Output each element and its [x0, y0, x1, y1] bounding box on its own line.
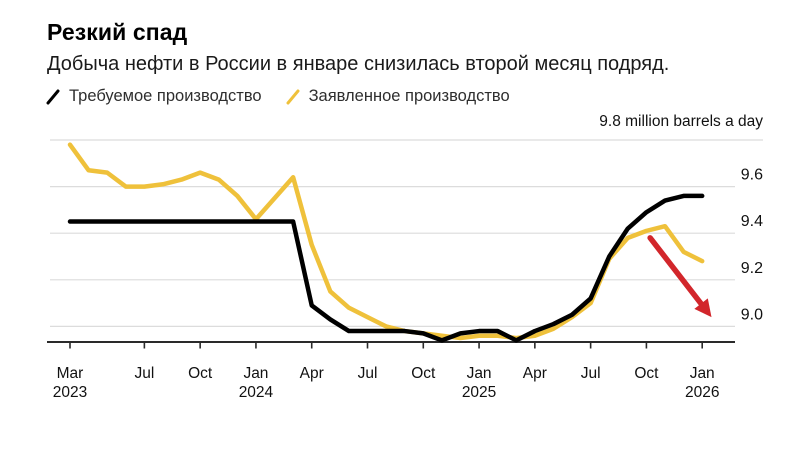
legend-item-required: Требуемое производство — [46, 87, 262, 106]
y-axis-unit-label: 9.8 million barrels a day — [599, 113, 763, 130]
x-tick-month-label: Jul — [358, 365, 378, 382]
legend-label-required: Требуемое производство — [69, 87, 262, 105]
decline-arrow-head — [694, 298, 712, 318]
x-tick-month-label: Oct — [634, 365, 659, 382]
x-tick-month-label: Oct — [411, 365, 436, 382]
series-line-declared — [67, 142, 705, 341]
x-tick-month-label: Jan — [467, 365, 492, 382]
x-tick-month-label: Apr — [523, 365, 547, 382]
legend-item-declared: Заявленное производство — [286, 87, 510, 106]
legend-label-declared: Заявленное производство — [308, 87, 510, 105]
x-tick-year-label: 2024 — [239, 384, 274, 401]
x-tick-year-label: 2023 — [53, 384, 87, 401]
yellow-slash-icon — [286, 89, 300, 104]
x-tick-month-label: Jul — [134, 365, 154, 382]
chart-subtitle: Добыча нефти в России в январе снизилась… — [47, 53, 670, 75]
x-tick-month-label: Jan — [690, 365, 715, 382]
x-tick-year-label: 2026 — [685, 384, 719, 401]
decline-arrow-shaft — [647, 235, 706, 309]
chart-title: Резкий спад — [47, 19, 188, 45]
y-tick-label: 9.0 — [741, 306, 763, 323]
x-tick-month-label: Jan — [243, 365, 268, 382]
chart-legend: Требуемое производство Заявленное произв… — [46, 87, 510, 106]
x-tick-month-label: Oct — [188, 365, 213, 382]
x-tick-year-label: 2025 — [462, 384, 496, 401]
x-tick-month-label: Apr — [300, 365, 324, 382]
x-tick-month-label: Jul — [581, 365, 601, 382]
series-line-required — [67, 193, 705, 343]
y-tick-label: 9.4 — [741, 213, 763, 230]
x-tick-month-label: Mar — [57, 365, 84, 382]
y-tick-label: 9.2 — [741, 260, 763, 277]
black-slash-icon — [46, 89, 60, 104]
y-tick-label: 9.6 — [741, 167, 763, 184]
